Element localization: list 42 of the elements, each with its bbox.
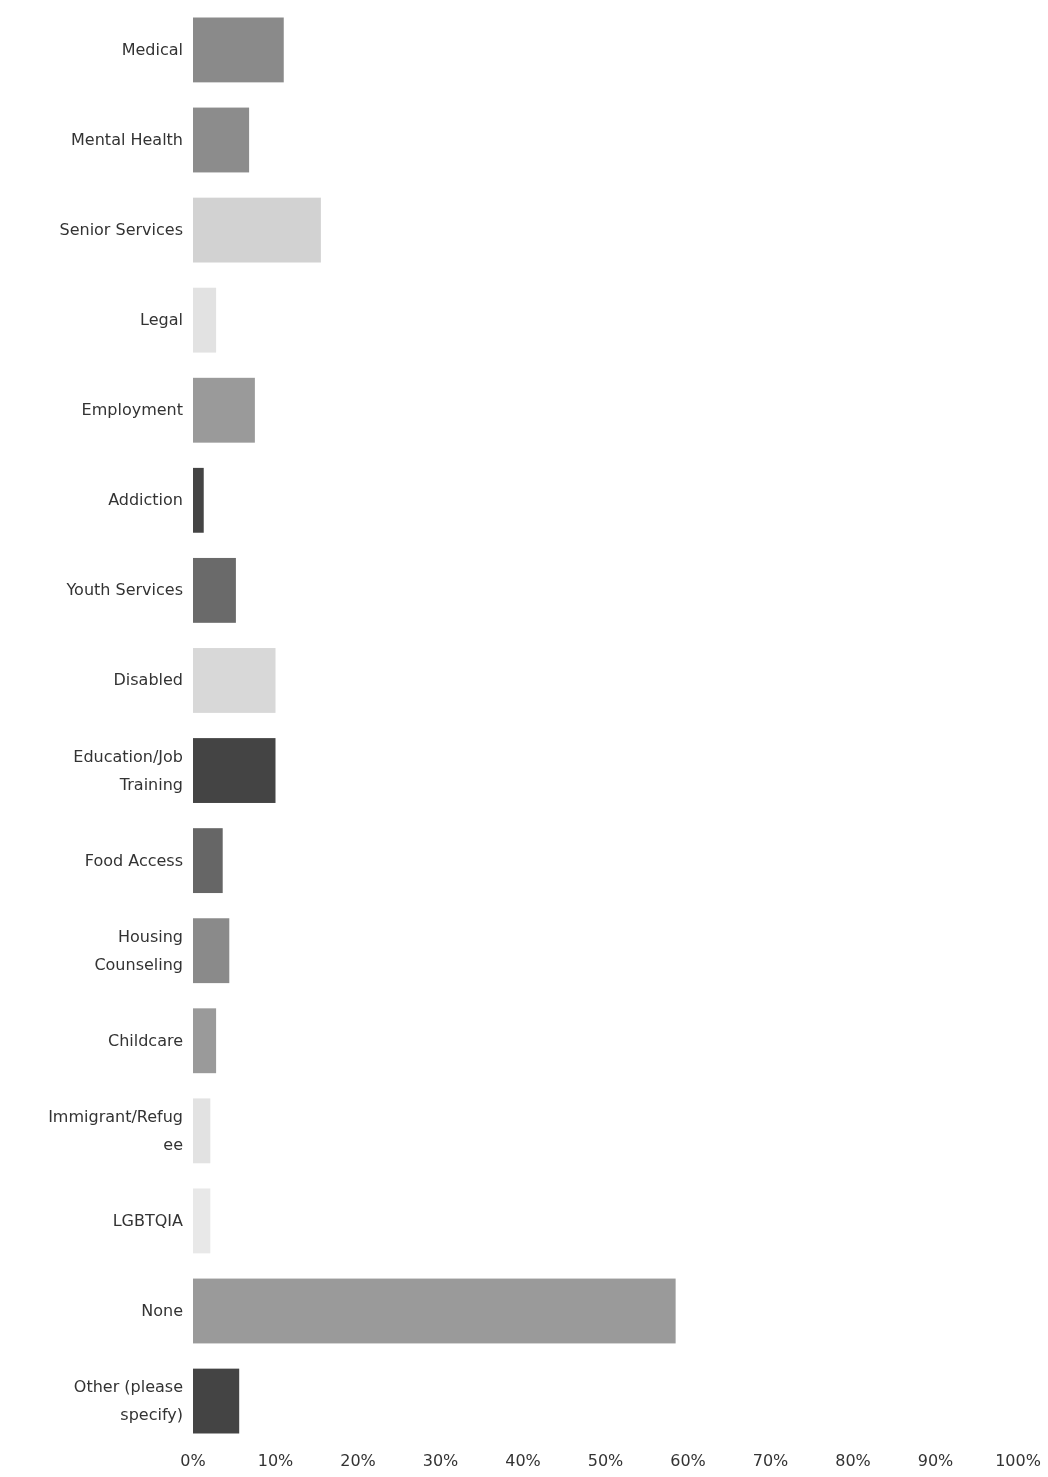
y-tick-label: Legal (140, 309, 183, 329)
x-tick-label: 80% (835, 1451, 871, 1470)
y-tick-label: Disabled (113, 669, 183, 689)
bar (193, 17, 284, 83)
bar (193, 287, 217, 353)
y-tick-label: None (141, 1300, 183, 1320)
bar (193, 1278, 676, 1344)
x-tick-label: 10% (257, 1451, 294, 1470)
bar (193, 738, 276, 803)
bar (193, 648, 276, 713)
bar (193, 1098, 211, 1164)
y-tick-label: Youth Services (65, 579, 183, 599)
y-tick-label: Employment (81, 399, 183, 419)
bar (193, 557, 236, 623)
bar (193, 1368, 240, 1434)
y-tick-label: Senior Services (59, 219, 183, 239)
y-tick-label: Housing Counseling (94, 926, 183, 974)
x-tick-label: 0% (180, 1451, 206, 1470)
bar (193, 377, 255, 443)
bar (193, 828, 223, 894)
y-tick-label: Immigrant/Refugee (48, 1106, 183, 1154)
x-tick-label: 70% (752, 1451, 789, 1470)
bar (193, 197, 321, 263)
bar (193, 467, 204, 533)
y-tick-label: LGBTQIA (112, 1210, 184, 1230)
y-tick-label: Other (please specify) (73, 1376, 183, 1424)
y-tick-label: Medical (121, 39, 183, 59)
bar (193, 107, 250, 173)
x-tick-label: 60% (670, 1451, 706, 1470)
x-tick-label: 90% (917, 1451, 954, 1470)
x-tick-label: 40% (505, 1451, 541, 1470)
bar (193, 918, 230, 984)
x-tick-label: 50% (587, 1451, 624, 1470)
x-tick-label: 20% (340, 1451, 376, 1470)
y-tick-label: Food Access (84, 850, 183, 870)
x-tick-label: 100% (995, 1451, 1041, 1470)
y-tick-label: Education/Job Training (73, 746, 183, 794)
y-tick-label: Addiction (108, 489, 183, 509)
y-tick-label: Childcare (107, 1030, 183, 1050)
bar (193, 1008, 217, 1074)
y-tick-label: Mental Health (71, 129, 183, 149)
x-tick-label: 30% (422, 1451, 459, 1470)
